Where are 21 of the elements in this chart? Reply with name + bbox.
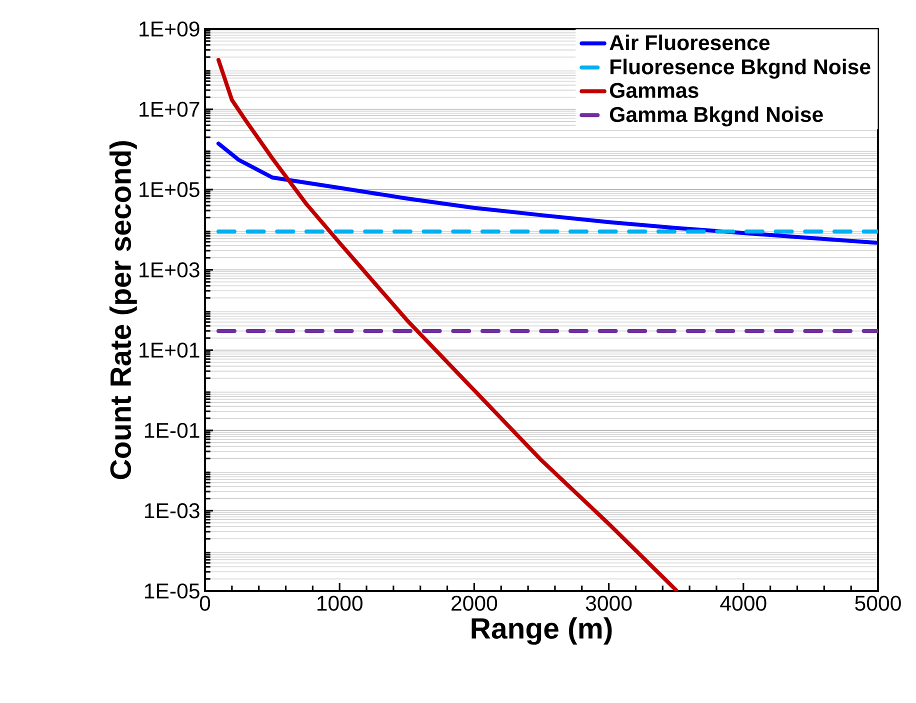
x-tick-label: 2000 (452, 596, 498, 611)
y-tick-label: 1E-01 (144, 422, 200, 438)
legend-label: Air Fluoresence (610, 34, 770, 50)
y-axis-title: Count Rate (per second) (110, 141, 137, 480)
x-tick-label: 5000 (855, 596, 901, 611)
y-tick-label: 1E+07 (140, 102, 200, 117)
x-axis-title: Range (m) (472, 617, 612, 645)
y-tick-label: 1E+05 (140, 182, 200, 198)
y-tick-label: 1E-03 (144, 503, 200, 518)
y-tick-label: 1E+09 (140, 21, 200, 37)
legend-label: Fluoresence Bkgnd Noise (610, 58, 870, 79)
x-tick-label: 3000 (586, 596, 632, 611)
y-tick-label: 1E+01 (140, 342, 200, 358)
x-tick-label: 0 (200, 596, 210, 611)
legend-label: Gammas (610, 82, 698, 98)
y-tick-label: 1E-05 (144, 583, 200, 599)
x-tick-label: 1000 (318, 596, 362, 611)
line-series (216, 142, 878, 245)
y-tick-label: 1E+03 (140, 262, 200, 278)
legend-label: Gamma Bkgnd Noise (610, 106, 823, 126)
x-tick-label: 4000 (720, 596, 766, 611)
